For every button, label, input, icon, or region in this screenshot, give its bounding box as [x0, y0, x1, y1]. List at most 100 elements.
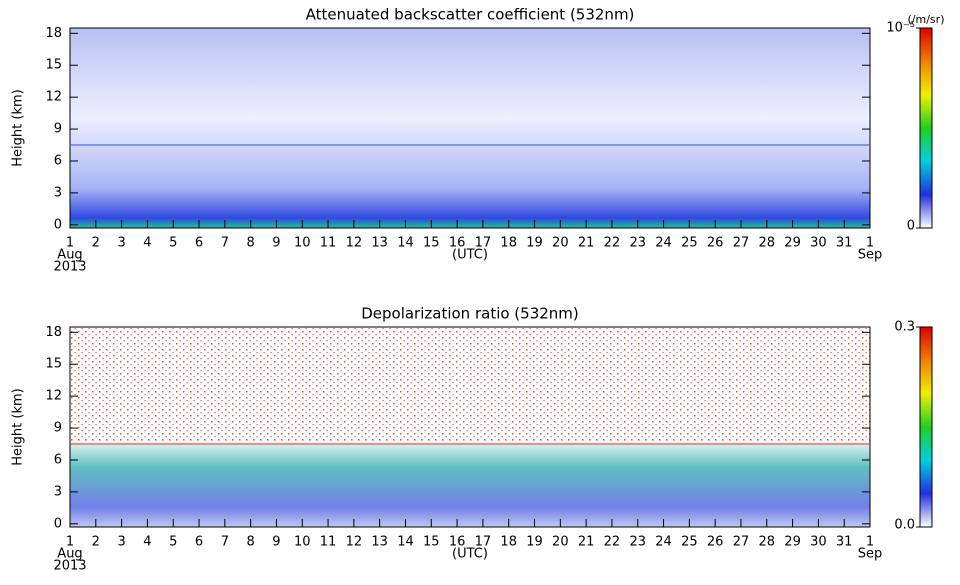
y-axis-label: Height (km) — [11, 388, 26, 465]
x-end-label: Sep — [858, 547, 883, 562]
colorbar — [919, 326, 933, 528]
x-tick-label: 3 — [117, 236, 125, 251]
x-axis-label: (UTC) — [452, 547, 488, 562]
x-tick-label: 19 — [526, 236, 543, 251]
x-tick-label: 17 — [475, 236, 492, 251]
x-tick-label: 12 — [346, 535, 363, 550]
x-tick-label: 5 — [169, 535, 177, 550]
colorbar-tick-label: 0.3 — [894, 320, 915, 335]
x-start-label: 2013 — [53, 559, 86, 574]
y-tick-label: 18 — [45, 325, 62, 340]
x-axis-label: (UTC) — [452, 248, 488, 263]
y-tick-label: 9 — [54, 421, 62, 436]
x-tick-label: 18 — [500, 236, 517, 251]
x-tick-label: 10 — [294, 236, 311, 251]
x-tick-label: 15 — [423, 236, 440, 251]
x-tick-label: 18 — [500, 535, 517, 550]
y-axis-label: Height (km) — [11, 89, 26, 166]
x-tick-label: 1 — [66, 236, 74, 251]
colorbar-unit: (/m/sr) — [908, 13, 945, 26]
plot-frame — [69, 326, 871, 528]
y-tick-label: 18 — [45, 26, 62, 41]
x-tick-label: 9 — [272, 535, 280, 550]
x-tick-label: 29 — [784, 236, 801, 251]
x-tick-label: 15 — [423, 535, 440, 550]
x-tick-label: 11 — [320, 236, 337, 251]
x-tick-label: 8 — [247, 236, 255, 251]
y-tick-label: 15 — [45, 357, 62, 372]
x-end-label: Sep — [858, 248, 883, 263]
x-tick-label: 1 — [866, 236, 874, 251]
x-tick-label: 14 — [397, 236, 414, 251]
x-tick-label: 22 — [604, 535, 621, 550]
x-tick-label: 11 — [320, 535, 337, 550]
x-tick-label: 26 — [707, 535, 724, 550]
heatmap-texture — [70, 327, 870, 442]
x-tick-label: 24 — [655, 236, 672, 251]
y-tick-label: 12 — [45, 389, 62, 404]
x-tick-label: 25 — [681, 236, 698, 251]
x-tick-label: 27 — [733, 535, 750, 550]
colorbar-tick-label: 10⁻⁵ — [886, 21, 915, 36]
x-tick-label: 7 — [221, 236, 229, 251]
x-tick-label: 8 — [247, 535, 255, 550]
x-tick-label: 28 — [759, 236, 776, 251]
x-tick-label: 17 — [475, 535, 492, 550]
x-tick-label: 10 — [294, 535, 311, 550]
x-tick-label: 30 — [810, 535, 827, 550]
x-tick-label: 27 — [733, 236, 750, 251]
x-tick-label: 16 — [449, 535, 466, 550]
x-tick-label: 6 — [195, 535, 203, 550]
x-tick-label: 3 — [117, 535, 125, 550]
x-tick-label: 21 — [578, 236, 595, 251]
colorbar-tick-label: 0 — [907, 219, 915, 234]
y-tick-label: 6 — [54, 452, 62, 467]
y-tick-label: 0 — [54, 516, 62, 531]
x-tick-label: 12 — [346, 236, 363, 251]
x-tick-label: 5 — [169, 236, 177, 251]
x-tick-label: 22 — [604, 236, 621, 251]
colorbar — [919, 27, 933, 229]
chart-title: Depolarization ratio (532nm) — [361, 305, 579, 323]
y-tick-label: 12 — [45, 90, 62, 105]
y-tick-label: 3 — [54, 484, 62, 499]
x-tick-label: 2 — [92, 236, 100, 251]
x-tick-label: 19 — [526, 535, 543, 550]
y-tick-label: 0 — [54, 217, 62, 232]
y-tick-label: 15 — [45, 58, 62, 73]
x-tick-label: 9 — [272, 236, 280, 251]
y-tick-label: 9 — [54, 122, 62, 137]
x-tick-label: 26 — [707, 236, 724, 251]
x-tick-label: 13 — [371, 535, 388, 550]
x-tick-label: 31 — [836, 236, 853, 251]
x-tick-label: 21 — [578, 535, 595, 550]
x-tick-label: 14 — [397, 535, 414, 550]
x-tick-label: 7 — [221, 535, 229, 550]
colorbar-tick-label: 0.0 — [894, 518, 915, 533]
x-tick-label: 24 — [655, 535, 672, 550]
chart-title: Attenuated backscatter coefficient (532n… — [306, 6, 635, 24]
heatmap-texture — [70, 28, 870, 228]
x-start-label: Aug — [57, 547, 82, 562]
x-tick-label: 20 — [552, 236, 569, 251]
x-tick-label: 16 — [449, 236, 466, 251]
x-tick-label: 13 — [371, 236, 388, 251]
x-tick-label: 23 — [629, 535, 646, 550]
x-tick-label: 25 — [681, 535, 698, 550]
x-tick-label: 4 — [143, 535, 151, 550]
x-tick-label: 1 — [866, 535, 874, 550]
x-tick-label: 20 — [552, 535, 569, 550]
x-start-label: 2013 — [53, 260, 86, 275]
plot-frame — [69, 27, 871, 229]
x-tick-label: 6 — [195, 236, 203, 251]
x-tick-label: 2 — [92, 535, 100, 550]
x-start-label: Aug — [57, 248, 82, 263]
y-tick-label: 6 — [54, 153, 62, 168]
x-tick-label: 31 — [836, 535, 853, 550]
x-tick-label: 28 — [759, 535, 776, 550]
x-tick-label: 1 — [66, 535, 74, 550]
x-tick-label: 29 — [784, 535, 801, 550]
y-tick-label: 3 — [54, 185, 62, 200]
x-tick-label: 23 — [629, 236, 646, 251]
